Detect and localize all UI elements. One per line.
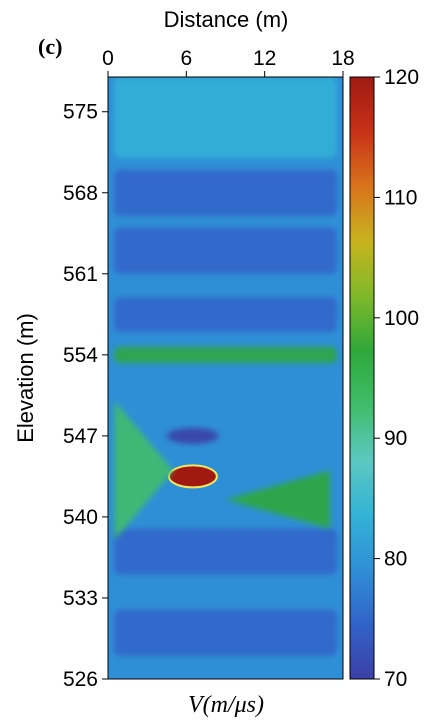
feature-left-wedge — [114, 401, 174, 541]
x-tick-label: 6 — [180, 47, 192, 70]
y-tick-label: 540 — [63, 506, 98, 529]
y-tick-label: 547 — [63, 425, 98, 448]
y-tick-label: 561 — [63, 263, 98, 286]
velocity-layers — [114, 77, 337, 656]
velocity-layer-1 — [114, 169, 337, 216]
velocity-layer-7 — [114, 609, 337, 656]
plot-area — [108, 77, 343, 679]
colorbar-tick-label: 100 — [384, 307, 419, 330]
velocity-features — [114, 401, 330, 541]
colorbar-tick-label: 90 — [384, 427, 407, 450]
colorbar-tick-label: 110 — [384, 186, 417, 209]
velocity-layer-0 — [114, 77, 337, 159]
y-tick-label: 568 — [63, 182, 98, 205]
y-axis-title: Elevation (m) — [13, 313, 38, 443]
velocity-layer-6 — [114, 528, 337, 575]
colorbar-tick-label: 120 — [384, 66, 419, 89]
colorbar — [349, 76, 375, 680]
velocity-layer-4 — [114, 346, 337, 363]
y-tick-label: 575 — [63, 101, 98, 124]
feature-low-velocity-lens — [166, 427, 219, 444]
x-tick-label: 12 — [253, 47, 276, 70]
plot-frame — [107, 76, 344, 680]
velocity-layer-3 — [114, 296, 337, 332]
y-axis-ticks: 575 568 561 554 547 540 533 526 — [63, 101, 108, 691]
x-tick-label: 18 — [331, 47, 354, 70]
colorbar-variable-label: V(m/μs) — [188, 692, 264, 718]
x-axis-ticks: 0 6 12 18 — [102, 47, 355, 77]
feature-high-velocity-anomaly — [167, 464, 218, 489]
colorbar-tick-label: 70 — [384, 668, 407, 691]
x-tick-label: 0 — [102, 47, 114, 70]
y-tick-label: 554 — [63, 344, 98, 367]
panel-label: (c) — [38, 34, 62, 59]
x-axis-title: Distance (m) — [164, 7, 289, 32]
y-tick-label: 533 — [63, 587, 98, 610]
colorbar-tick-label: 80 — [384, 548, 407, 571]
colorbar-ticks: 120 110 100 90 80 70 — [374, 66, 419, 691]
velocity-layer-2 — [114, 227, 337, 274]
feature-right-wedge — [225, 470, 330, 529]
velocity-layer-5 — [114, 378, 337, 413]
y-tick-label: 526 — [63, 668, 98, 691]
